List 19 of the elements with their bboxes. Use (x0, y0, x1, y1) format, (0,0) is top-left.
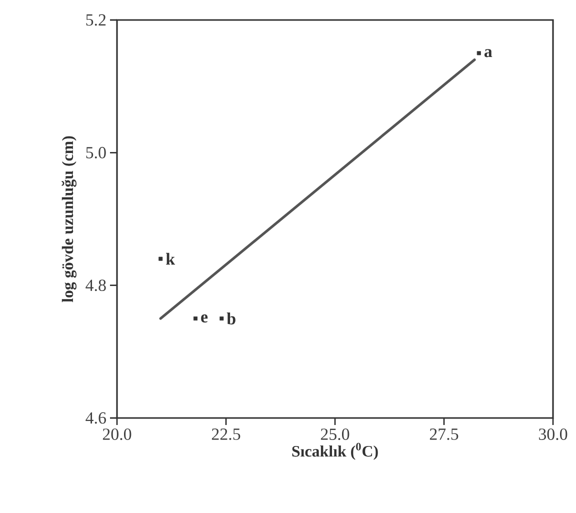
y-axis-title: log gövde uzunluğu (cm) (62, 136, 76, 302)
x-tick-label: 25.0 (320, 428, 350, 440)
x-tick-label: 20.0 (102, 428, 132, 440)
point (220, 316, 224, 320)
annotation: k (166, 252, 176, 265)
x-tick-label: 22.5 (212, 428, 240, 440)
point (476, 51, 481, 56)
text: Sıcaklık ($^{0}$C) (292, 442, 378, 460)
x-tick-label: 30.0 (539, 428, 568, 440)
y-tick-label: 4.8 (86, 280, 106, 292)
annotation: e (201, 314, 208, 323)
annotation: a (484, 49, 492, 58)
y-tick-label: 4.6 (86, 412, 106, 424)
point (193, 316, 198, 320)
x-tick-label: 27.5 (430, 428, 458, 440)
y-tick-label: 5.0 (86, 146, 106, 158)
point (158, 256, 163, 261)
y-tick-label: 5.2 (86, 14, 106, 26)
annotation: b (226, 312, 236, 324)
